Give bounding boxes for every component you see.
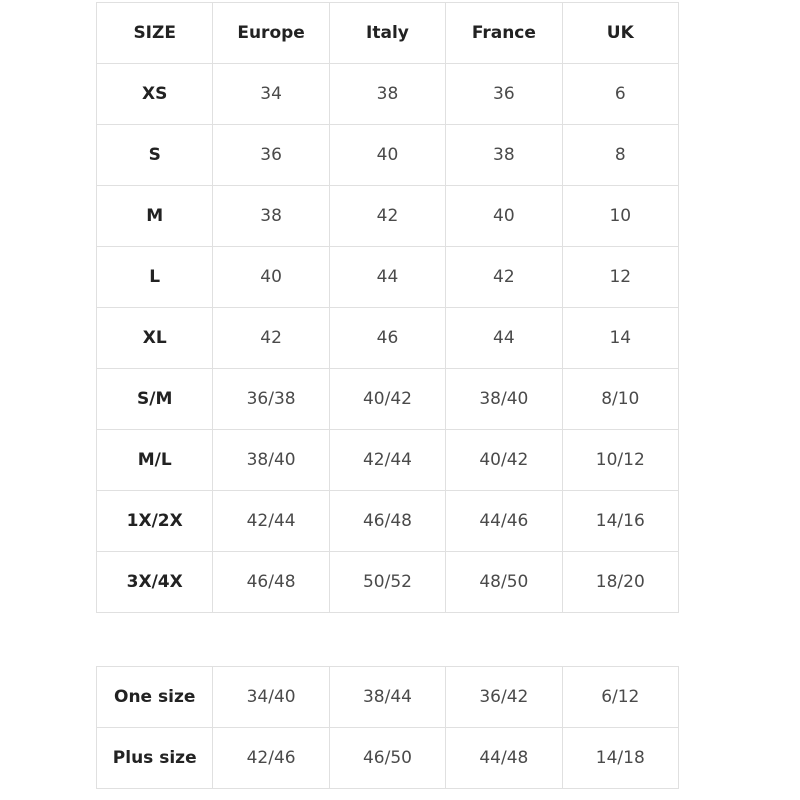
size-value-cell: 6/12 (561, 666, 680, 728)
table-row: S/M 36/38 40/42 38/40 8/10 (95, 368, 680, 430)
column-header: Italy (328, 2, 447, 64)
size-value-cell: 10/12 (561, 429, 680, 491)
column-header: France (445, 2, 563, 64)
size-value-cell: 18/20 (561, 551, 680, 613)
size-value-cell: 40 (212, 246, 330, 308)
size-label-cell: S/M (95, 368, 214, 430)
size-label-cell: 1X/2X (95, 490, 214, 552)
size-value-cell: 42/44 (328, 429, 447, 491)
size-label-cell: L (95, 246, 214, 308)
size-value-cell: 42 (212, 307, 330, 369)
size-value-cell: 6 (561, 63, 680, 125)
size-value-cell: 36 (445, 63, 563, 125)
table-row: XS 34 38 36 6 (95, 63, 680, 125)
size-value-cell: 46/50 (328, 727, 447, 789)
size-value-cell: 34 (212, 63, 330, 125)
size-label-cell: One size (95, 666, 214, 728)
size-value-cell: 34/40 (212, 666, 330, 728)
size-label-cell: Plus size (95, 727, 214, 789)
size-value-cell: 36 (212, 124, 330, 186)
size-label-cell: XL (95, 307, 214, 369)
size-value-cell: 8 (561, 124, 680, 186)
size-value-cell: 44/48 (445, 727, 563, 789)
column-header: UK (561, 2, 680, 64)
special-size-table: One size 34/40 38/44 36/42 6/12 Plus size 42/4… (95, 666, 680, 789)
size-value-cell: 40 (445, 185, 563, 247)
size-value-cell: 12 (561, 246, 680, 308)
size-value-cell: 42 (445, 246, 563, 308)
size-value-cell: 48/50 (445, 551, 563, 613)
size-value-cell: 46 (328, 307, 447, 369)
size-value-cell: 14/16 (561, 490, 680, 552)
size-label-cell: 3X/4X (95, 551, 214, 613)
size-value-cell: 40 (328, 124, 447, 186)
table-row: 3X/4X 46/48 50/52 48/50 18/20 (95, 551, 680, 613)
size-value-cell: 38/40 (212, 429, 330, 491)
size-value-cell: 50/52 (328, 551, 447, 613)
size-conversion-table: SIZE Europe Italy France UK XS 34 38 36 6 S 36 40 38… (95, 2, 680, 613)
size-value-cell: 38 (445, 124, 563, 186)
size-value-cell: 36/42 (445, 666, 563, 728)
column-header: SIZE (95, 2, 214, 64)
size-value-cell: 14 (561, 307, 680, 369)
size-label-cell: M (95, 185, 214, 247)
size-value-cell: 36/38 (212, 368, 330, 430)
column-header: Europe (212, 2, 330, 64)
size-value-cell: 40/42 (445, 429, 563, 491)
size-value-cell: 42/44 (212, 490, 330, 552)
table-row: L 40 44 42 12 (95, 246, 680, 308)
size-label-cell: M/L (95, 429, 214, 491)
table-row: XL 42 46 44 14 (95, 307, 680, 369)
table-row: S 36 40 38 8 (95, 124, 680, 186)
size-value-cell: 40/42 (328, 368, 447, 430)
size-label-cell: S (95, 124, 214, 186)
table-header-row: SIZE Europe Italy France UK (95, 2, 680, 64)
size-value-cell: 38 (212, 185, 330, 247)
size-value-cell: 14/18 (561, 727, 680, 789)
size-label-cell: XS (95, 63, 214, 125)
size-value-cell: 44/46 (445, 490, 563, 552)
table-row: One size 34/40 38/44 36/42 6/12 (95, 666, 680, 728)
size-value-cell: 46/48 (328, 490, 447, 552)
size-value-cell: 42/46 (212, 727, 330, 789)
table-row: Plus size 42/46 46/50 44/48 14/18 (95, 727, 680, 789)
table-row: M 38 42 40 10 (95, 185, 680, 247)
size-value-cell: 44 (445, 307, 563, 369)
size-value-cell: 44 (328, 246, 447, 308)
size-value-cell: 46/48 (212, 551, 330, 613)
size-value-cell: 42 (328, 185, 447, 247)
size-value-cell: 10 (561, 185, 680, 247)
table-row: 1X/2X 42/44 46/48 44/46 14/16 (95, 490, 680, 552)
size-value-cell: 38/44 (328, 666, 447, 728)
table-row: M/L 38/40 42/44 40/42 10/12 (95, 429, 680, 491)
size-value-cell: 8/10 (561, 368, 680, 430)
size-value-cell: 38/40 (445, 368, 563, 430)
size-value-cell: 38 (328, 63, 447, 125)
